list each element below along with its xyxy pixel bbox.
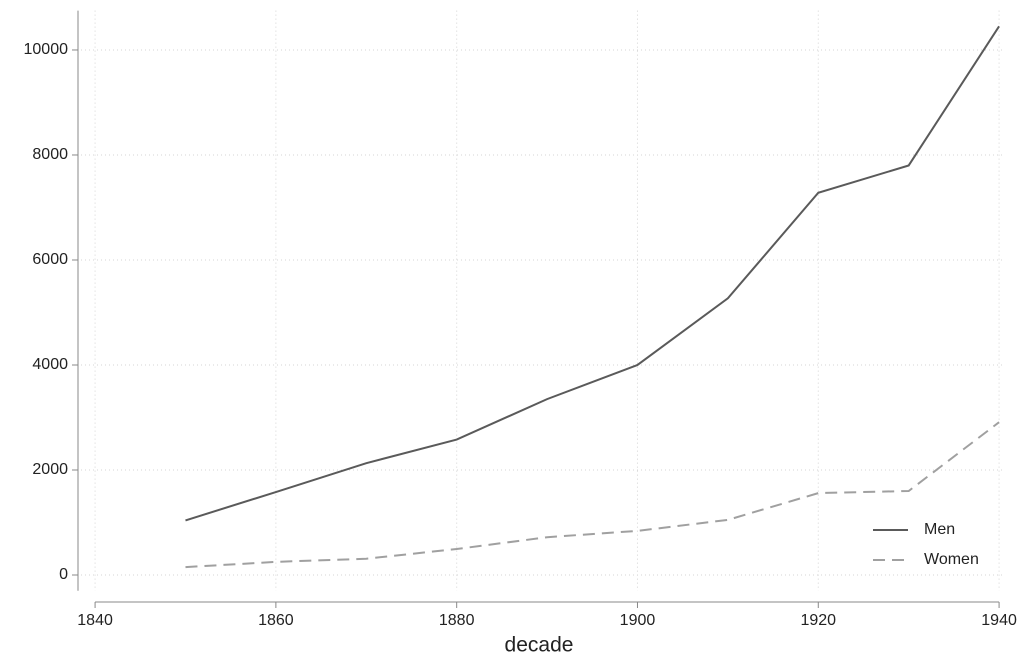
x-tick-label: 1920 xyxy=(800,612,836,629)
series-line xyxy=(185,421,1000,569)
y-tick-label: 8000 xyxy=(32,146,68,163)
y-tick-label: 10000 xyxy=(24,41,69,58)
x-tick-label: 1860 xyxy=(258,612,294,629)
x-tick-label: 1840 xyxy=(77,612,113,629)
y-tick-label: 0 xyxy=(59,566,68,583)
legend-label: Men xyxy=(924,521,955,538)
x-axis-title: decade xyxy=(505,634,574,657)
x-tick-label: 1940 xyxy=(981,612,1017,629)
x-tick-label: 1900 xyxy=(620,612,656,629)
legend-label: Women xyxy=(924,551,979,568)
y-tick-label: 6000 xyxy=(32,251,68,268)
x-tick-label: 1880 xyxy=(439,612,475,629)
y-tick-label: 4000 xyxy=(32,356,68,373)
y-tick-label: 2000 xyxy=(32,461,68,478)
series-line xyxy=(185,25,1000,522)
